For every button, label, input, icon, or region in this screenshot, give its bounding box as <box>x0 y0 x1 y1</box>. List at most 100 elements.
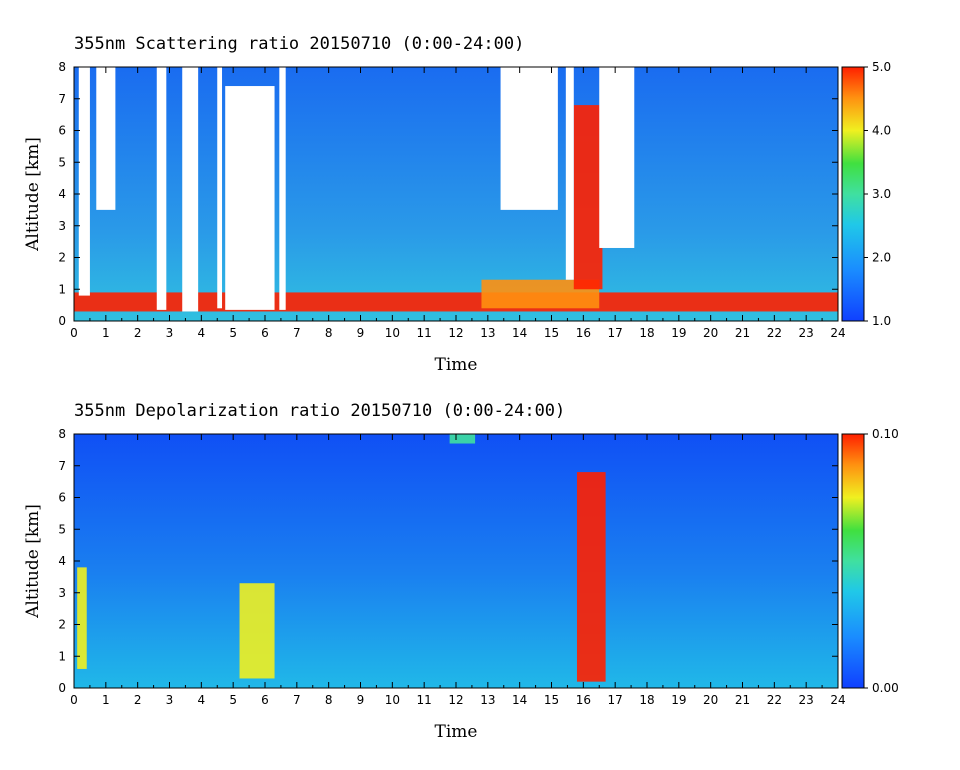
x-tick-label: 6 <box>261 326 269 340</box>
y-tick-label: 6 <box>58 491 66 505</box>
x-tick-label: 23 <box>799 326 814 340</box>
x-tick-label: 17 <box>608 326 623 340</box>
x-tick-label: 5 <box>229 326 237 340</box>
y-tick-label: 2 <box>58 618 66 632</box>
x-tick-label: 24 <box>830 693 845 707</box>
y-tick-label: 3 <box>58 219 66 233</box>
x-tick-label: 2 <box>134 326 142 340</box>
no-data-region-9 <box>599 67 635 248</box>
no-data-region-2 <box>156 67 167 310</box>
x-tick-label: 0 <box>70 326 78 340</box>
x-tick-label: 7 <box>293 326 301 340</box>
plot-features-1 <box>74 67 838 312</box>
y-tick-label: 2 <box>58 251 66 265</box>
no-data-region-5 <box>225 86 275 310</box>
y-tick-label: 8 <box>58 60 66 74</box>
x-tick-label: 10 <box>385 326 400 340</box>
x-tick-label: 19 <box>671 326 686 340</box>
no-data-region-7 <box>500 67 558 210</box>
x-tick-label: 8 <box>325 326 333 340</box>
colorbar-tick-label: 4.0 <box>872 124 891 138</box>
panel-depolarization-ratio: 355nm Depolarization ratio 20150710 (0:0… <box>23 401 899 742</box>
plot-bg-2 <box>74 434 838 688</box>
x-tick-label: 0 <box>70 693 78 707</box>
x-tick-label: 17 <box>608 693 623 707</box>
y-tick-label: 4 <box>58 554 66 568</box>
panel-scattering-ratio: 355nm Scattering ratio 20150710 (0:00-24… <box>23 34 891 375</box>
x-tick-label: 11 <box>417 326 432 340</box>
axis-ticks-2: 0 1 2 3 4 5 6 7 8 9 10 11 12 13 14 15 16 17 18 19 20 21 22 23 24… <box>58 427 845 707</box>
x-tick-label: 16 <box>576 693 591 707</box>
heatmap-feature-dust-column-1 <box>239 583 275 679</box>
x-tick-label: 16 <box>576 326 591 340</box>
x-tick-label: 21 <box>735 693 750 707</box>
y-tick-label: 0 <box>58 314 66 328</box>
x-tick-label: 7 <box>293 693 301 707</box>
x-tick-label: 23 <box>799 693 814 707</box>
colorbar-2 <box>841 433 865 689</box>
y-tick-label: 8 <box>58 427 66 441</box>
x-tick-label: 9 <box>357 693 365 707</box>
x-tick-label: 22 <box>767 326 782 340</box>
x-tick-label: 8 <box>325 693 333 707</box>
x-tick-label: 1 <box>102 326 110 340</box>
x-tick-label: 18 <box>639 326 654 340</box>
x-tick-label: 15 <box>544 326 559 340</box>
y-axis-label-1: Altitude [km] <box>23 137 43 252</box>
colorbar-tick-label: 0.10 <box>872 427 899 441</box>
x-tick-label: 10 <box>385 693 400 707</box>
x-tick-label: 11 <box>417 693 432 707</box>
chart-title-2: 355nm Depolarization ratio 20150710 (0:0… <box>74 401 565 421</box>
colorbar-tick-label: 2.0 <box>872 251 891 265</box>
x-tick-label: 4 <box>198 326 206 340</box>
heatmap-feature-cloud-column-2 <box>576 472 606 682</box>
x-tick-label: 14 <box>512 693 527 707</box>
no-data-region-3 <box>182 67 199 312</box>
colorbar-tick-label: 5.0 <box>872 60 891 74</box>
no-data-region-8 <box>565 67 574 280</box>
colorbar-tick-label: 3.0 <box>872 187 891 201</box>
x-tick-label: 6 <box>261 693 269 707</box>
y-tick-label: 5 <box>58 522 66 536</box>
colorbar-tick-label: 1.0 <box>872 314 891 328</box>
chart-title-1: 355nm Scattering ratio 20150710 (0:00-24… <box>74 34 524 54</box>
y-tick-label: 4 <box>58 187 66 201</box>
x-tick-label: 13 <box>480 326 495 340</box>
x-tick-label: 9 <box>357 326 365 340</box>
x-axis-label-2: Time <box>435 722 478 742</box>
x-tick-label: 12 <box>448 693 463 707</box>
x-tick-label: 19 <box>671 693 686 707</box>
x-tick-label: 3 <box>166 693 174 707</box>
no-data-region-6 <box>279 67 286 310</box>
y-tick-label: 1 <box>58 649 66 663</box>
x-axis-label-1: Time <box>435 355 478 375</box>
heatmap-feature-cloud-column-2 <box>573 105 603 290</box>
y-tick-label: 1 <box>58 282 66 296</box>
x-tick-label: 4 <box>198 693 206 707</box>
x-tick-label: 15 <box>544 693 559 707</box>
x-tick-label: 22 <box>767 693 782 707</box>
x-tick-label: 13 <box>480 693 495 707</box>
plot-features-2 <box>77 434 606 682</box>
x-tick-label: 20 <box>703 693 718 707</box>
colorbar-1 <box>841 66 865 322</box>
x-tick-label: 3 <box>166 326 174 340</box>
x-tick-label: 20 <box>703 326 718 340</box>
y-tick-label: 6 <box>58 124 66 138</box>
heatmap-feature-noise-band-3 <box>449 434 476 444</box>
heatmap-feature-dust-column-0 <box>77 567 87 669</box>
x-tick-label: 2 <box>134 693 142 707</box>
y-tick-label: 3 <box>58 586 66 600</box>
plot-bg-1 <box>74 67 838 321</box>
x-tick-label: 12 <box>448 326 463 340</box>
y-tick-label: 0 <box>58 681 66 695</box>
no-data-region-0 <box>78 67 90 296</box>
y-axis-label-2: Altitude [km] <box>23 504 43 619</box>
x-tick-label: 5 <box>229 693 237 707</box>
x-tick-label: 1 <box>102 693 110 707</box>
colorbar-ticks-1: 1.0 2.0 3.0 4.0 5.0 <box>864 60 891 328</box>
x-tick-label: 24 <box>830 326 845 340</box>
y-tick-label: 7 <box>58 459 66 473</box>
x-tick-label: 18 <box>639 693 654 707</box>
